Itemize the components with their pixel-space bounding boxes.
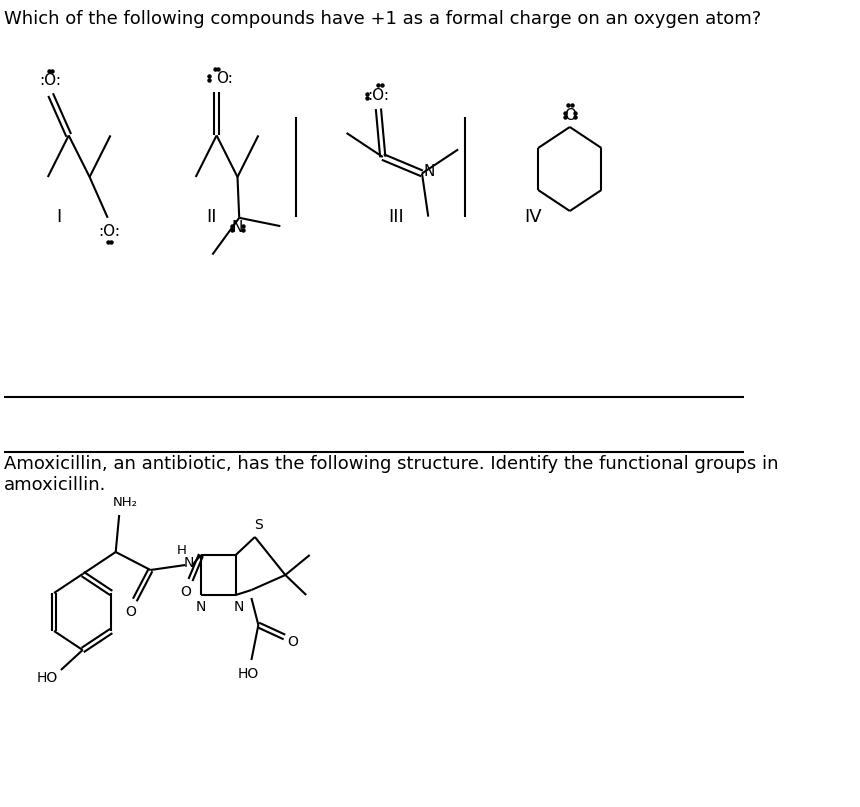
Text: N: N bbox=[196, 600, 206, 614]
Text: Amoxicillin, an antibiotic, has the following structure. Identify the functional: Amoxicillin, an antibiotic, has the foll… bbox=[4, 455, 779, 494]
Text: IV: IV bbox=[525, 208, 542, 226]
Text: O: O bbox=[180, 585, 191, 599]
Text: N: N bbox=[423, 164, 434, 179]
Text: S: S bbox=[254, 518, 263, 532]
Text: O: O bbox=[288, 635, 298, 649]
Text: N: N bbox=[183, 556, 194, 570]
Text: H: H bbox=[177, 545, 187, 558]
Text: O: O bbox=[125, 605, 136, 619]
Text: NH₂: NH₂ bbox=[113, 495, 138, 508]
Text: :O:: :O: bbox=[40, 73, 62, 88]
Text: II: II bbox=[206, 208, 217, 226]
Text: III: III bbox=[388, 208, 403, 226]
Text: I: I bbox=[57, 208, 62, 226]
Text: O: O bbox=[564, 107, 576, 123]
Text: N: N bbox=[232, 220, 243, 236]
Text: :O:: :O: bbox=[367, 88, 390, 103]
Text: Which of the following compounds have +1 as a formal charge on an oxygen atom?: Which of the following compounds have +1… bbox=[4, 10, 762, 28]
Text: HO: HO bbox=[237, 667, 259, 681]
Text: :O:: :O: bbox=[98, 224, 120, 240]
Text: N: N bbox=[234, 600, 244, 614]
Text: HO: HO bbox=[36, 671, 58, 685]
Text: O:: O: bbox=[217, 71, 233, 86]
